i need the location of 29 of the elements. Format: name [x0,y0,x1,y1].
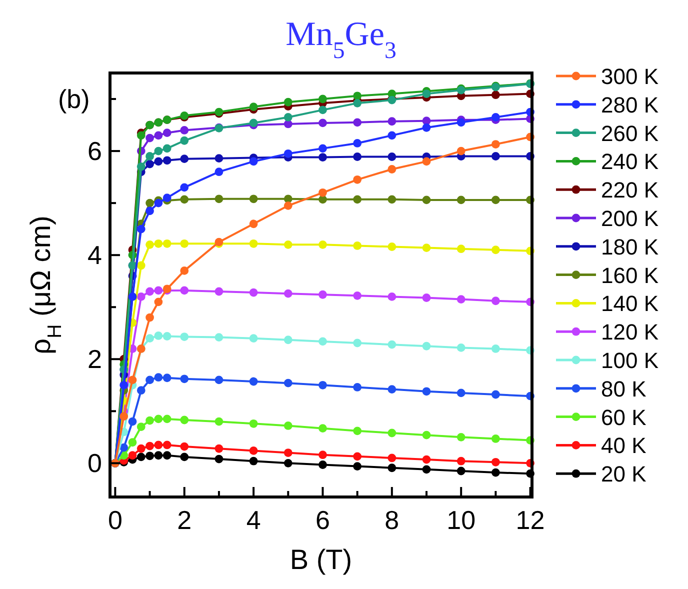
x-tick-label: 8 [384,505,400,535]
legend-label: 300 K [601,64,659,89]
legend-label: 220 K [601,178,659,203]
legend-label: 260 K [601,120,659,146]
legend-label: 60 K [601,404,647,430]
y-tick-label: 2 [88,344,102,374]
y-tick-label: 0 [88,448,102,478]
legend-label: 20 K [601,462,647,487]
legend-label: 40 K [601,433,647,458]
legend-label: 140 K [601,291,659,316]
legend-label: 180 K [601,234,659,260]
x-tick-label: 6 [315,505,330,535]
y-tick-label: 4 [88,240,102,270]
legend-label: 240 K [601,149,659,174]
x-tick-label: 0 [108,505,122,535]
text: (b) [58,84,90,114]
legend-label: 100 K [601,348,659,373]
legend-label: 160 K [601,262,659,288]
x-tick-label: 10 [446,505,476,535]
x-tick-label: 4 [246,505,261,535]
chart-title: Mn$_{5}$Ge$_{3}$ [286,16,396,64]
legend-label: 80 K [601,376,647,402]
legend-label: 200 K [601,206,659,231]
legend-label: 280 K [601,92,659,118]
y-tick-label: 6 [88,136,102,166]
x-axis-title: B (T) [290,544,352,575]
legend-label: 120 K [601,320,659,345]
x-tick-label: 2 [177,505,192,535]
x-tick-label: 12 [516,505,545,535]
